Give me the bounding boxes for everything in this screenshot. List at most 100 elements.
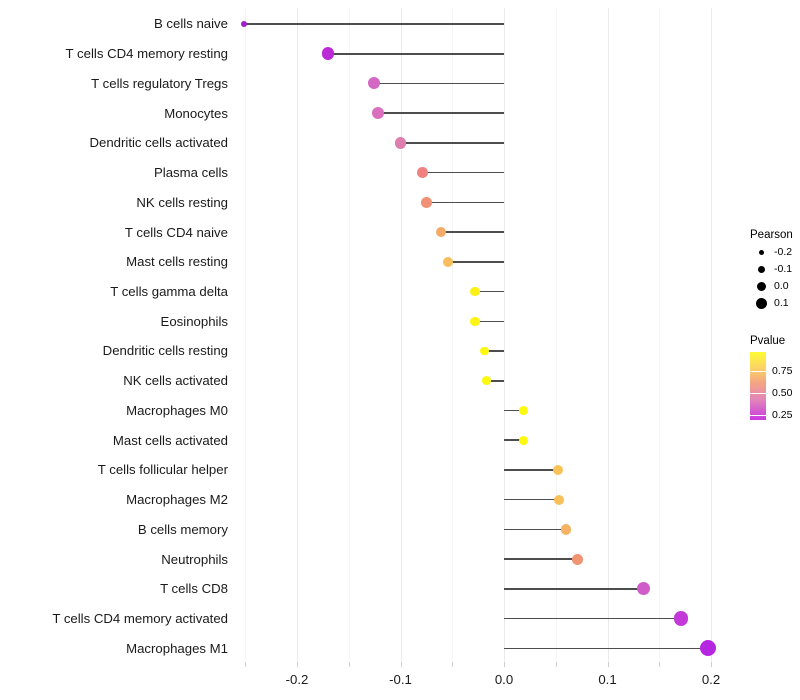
gridline-major [504, 8, 505, 662]
x-tickmark [452, 662, 454, 667]
legend-size-swatch [757, 282, 766, 291]
y-axis-tick-label: T cells CD8 [160, 581, 228, 597]
gridline-major [607, 8, 609, 662]
y-axis-tick-label: T cells CD4 memory activated [52, 611, 228, 626]
gridline-major [711, 8, 712, 662]
y-axis-tick-label: NK cells resting [136, 194, 228, 210]
colorbar-tickmark [750, 415, 766, 417]
colorbar-tick-label: 0.75 [772, 364, 793, 377]
legend-title-pearson: Pearson [750, 229, 793, 241]
gridline-minor [555, 8, 557, 662]
lollipop-dot [673, 611, 689, 626]
y-axis-tick-label: B cells naive [153, 16, 228, 32]
gridline-minor [348, 8, 350, 662]
lollipop-stem [504, 439, 524, 441]
y-axis-tick-label: Mast cells activated [112, 432, 228, 448]
legend-size-label: 0.1 [774, 297, 789, 310]
lollipop-stem [484, 350, 504, 352]
lollipop-stem [400, 142, 504, 144]
legend-size-label: 0.0 [774, 280, 789, 293]
x-axis-tick-label: -0.1 [389, 672, 412, 687]
lollipop-stem [504, 498, 559, 501]
lollipop-stem [475, 290, 504, 293]
colorbar-tickmark [750, 393, 766, 395]
y-axis-tick-label: T cells CD4 naive [124, 224, 228, 240]
lollipop-stem [422, 171, 504, 174]
x-tickmark [607, 662, 609, 667]
gridline-major [400, 8, 402, 662]
legend-size-label: -0.1 [774, 263, 793, 276]
lollipop-stem [486, 379, 504, 382]
lollipop-dot [553, 494, 564, 505]
lollipop-dot [572, 553, 583, 565]
lollipop-stem [504, 528, 567, 531]
y-axis-tick-label: T cells CD4 memory resting [65, 46, 228, 62]
legend-size-swatch [758, 266, 765, 273]
x-tickmark [348, 662, 350, 667]
lollipop-dot [470, 286, 480, 297]
x-tickmark [711, 662, 712, 667]
lollipop-stem [504, 588, 644, 590]
lollipop-stem [448, 261, 504, 263]
lollipop-dot [442, 256, 454, 268]
lollipop-dot [560, 524, 572, 535]
lollipop-dot [470, 316, 480, 326]
lollipop-dot [552, 464, 563, 475]
y-axis-tick-label: Dendritic cells activated [89, 135, 228, 151]
lollipop-dot [321, 47, 335, 61]
x-tickmark [555, 662, 557, 667]
gridline-major [297, 8, 298, 662]
y-axis-tick-label: Macrophages M1 [126, 640, 228, 656]
gridline-minor [452, 8, 454, 662]
y-axis-tick-label: Mast cells resting [126, 254, 228, 270]
gridline-minor [659, 8, 661, 662]
lollipop-stem [504, 617, 681, 620]
y-axis-tick-label: Plasma cells [153, 165, 228, 181]
lollipop-stem [244, 23, 504, 25]
y-axis-tick-label: Macrophages M2 [126, 492, 228, 508]
lollipop-dot [416, 167, 428, 179]
lollipop-dot [241, 21, 248, 27]
legend-size-swatch [759, 250, 764, 255]
y-axis-tick-label: NK cells activated [123, 373, 228, 389]
lollipop-stem [504, 469, 558, 471]
x-tickmark [400, 662, 402, 667]
lollipop-stem [475, 320, 504, 323]
lollipop-dot [420, 196, 432, 208]
y-axis-tick-label: T cells follicular helper [97, 462, 228, 478]
lollipop-stem [328, 52, 504, 55]
y-axis-tick-label: Dendritic cells resting [102, 343, 228, 359]
lollipop-stem [504, 647, 708, 650]
x-axis-tick-label: 0.1 [598, 672, 617, 687]
lollipop-stem [426, 201, 504, 204]
lollipop-dot [394, 137, 407, 149]
y-axis-tick-label: Neutrophils [161, 551, 228, 567]
x-axis-tick-label: 0.2 [701, 672, 721, 687]
legend-size-label: -0.2 [774, 246, 793, 259]
colorbar-tick-label: 0.50 [772, 386, 793, 399]
colorbar-tick-label: 0.25 [772, 408, 793, 421]
x-tickmark [297, 662, 298, 667]
lollipop-dot [479, 346, 489, 356]
y-axis-tick-label: T cells gamma delta [110, 283, 228, 299]
lollipop-stem [440, 231, 504, 233]
lollipop-dot [519, 435, 529, 445]
lollipop-stem [377, 112, 504, 114]
lollipop-dot [519, 406, 529, 415]
legend-size-swatch [756, 298, 767, 309]
y-axis-tick-label: B cells memory [137, 521, 228, 537]
y-axis-tick-label: T cells regulatory Tregs [91, 75, 228, 91]
y-axis-tick-label: Monocytes [164, 105, 228, 121]
lollipop-dot [637, 582, 651, 596]
lollipop-dot [435, 227, 446, 238]
lollipop-stem [373, 82, 504, 85]
lollipop-dot [699, 640, 716, 657]
colorbar-tickmark [750, 371, 766, 373]
lollipop-dot [371, 106, 384, 120]
lollipop-stem [504, 409, 524, 412]
x-axis-tick-label: -0.2 [285, 672, 309, 687]
pvalue-colorbar [750, 352, 766, 420]
y-axis-tick-label: Eosinophils [160, 313, 228, 329]
x-axis-tick-label: 0.0 [494, 672, 514, 687]
